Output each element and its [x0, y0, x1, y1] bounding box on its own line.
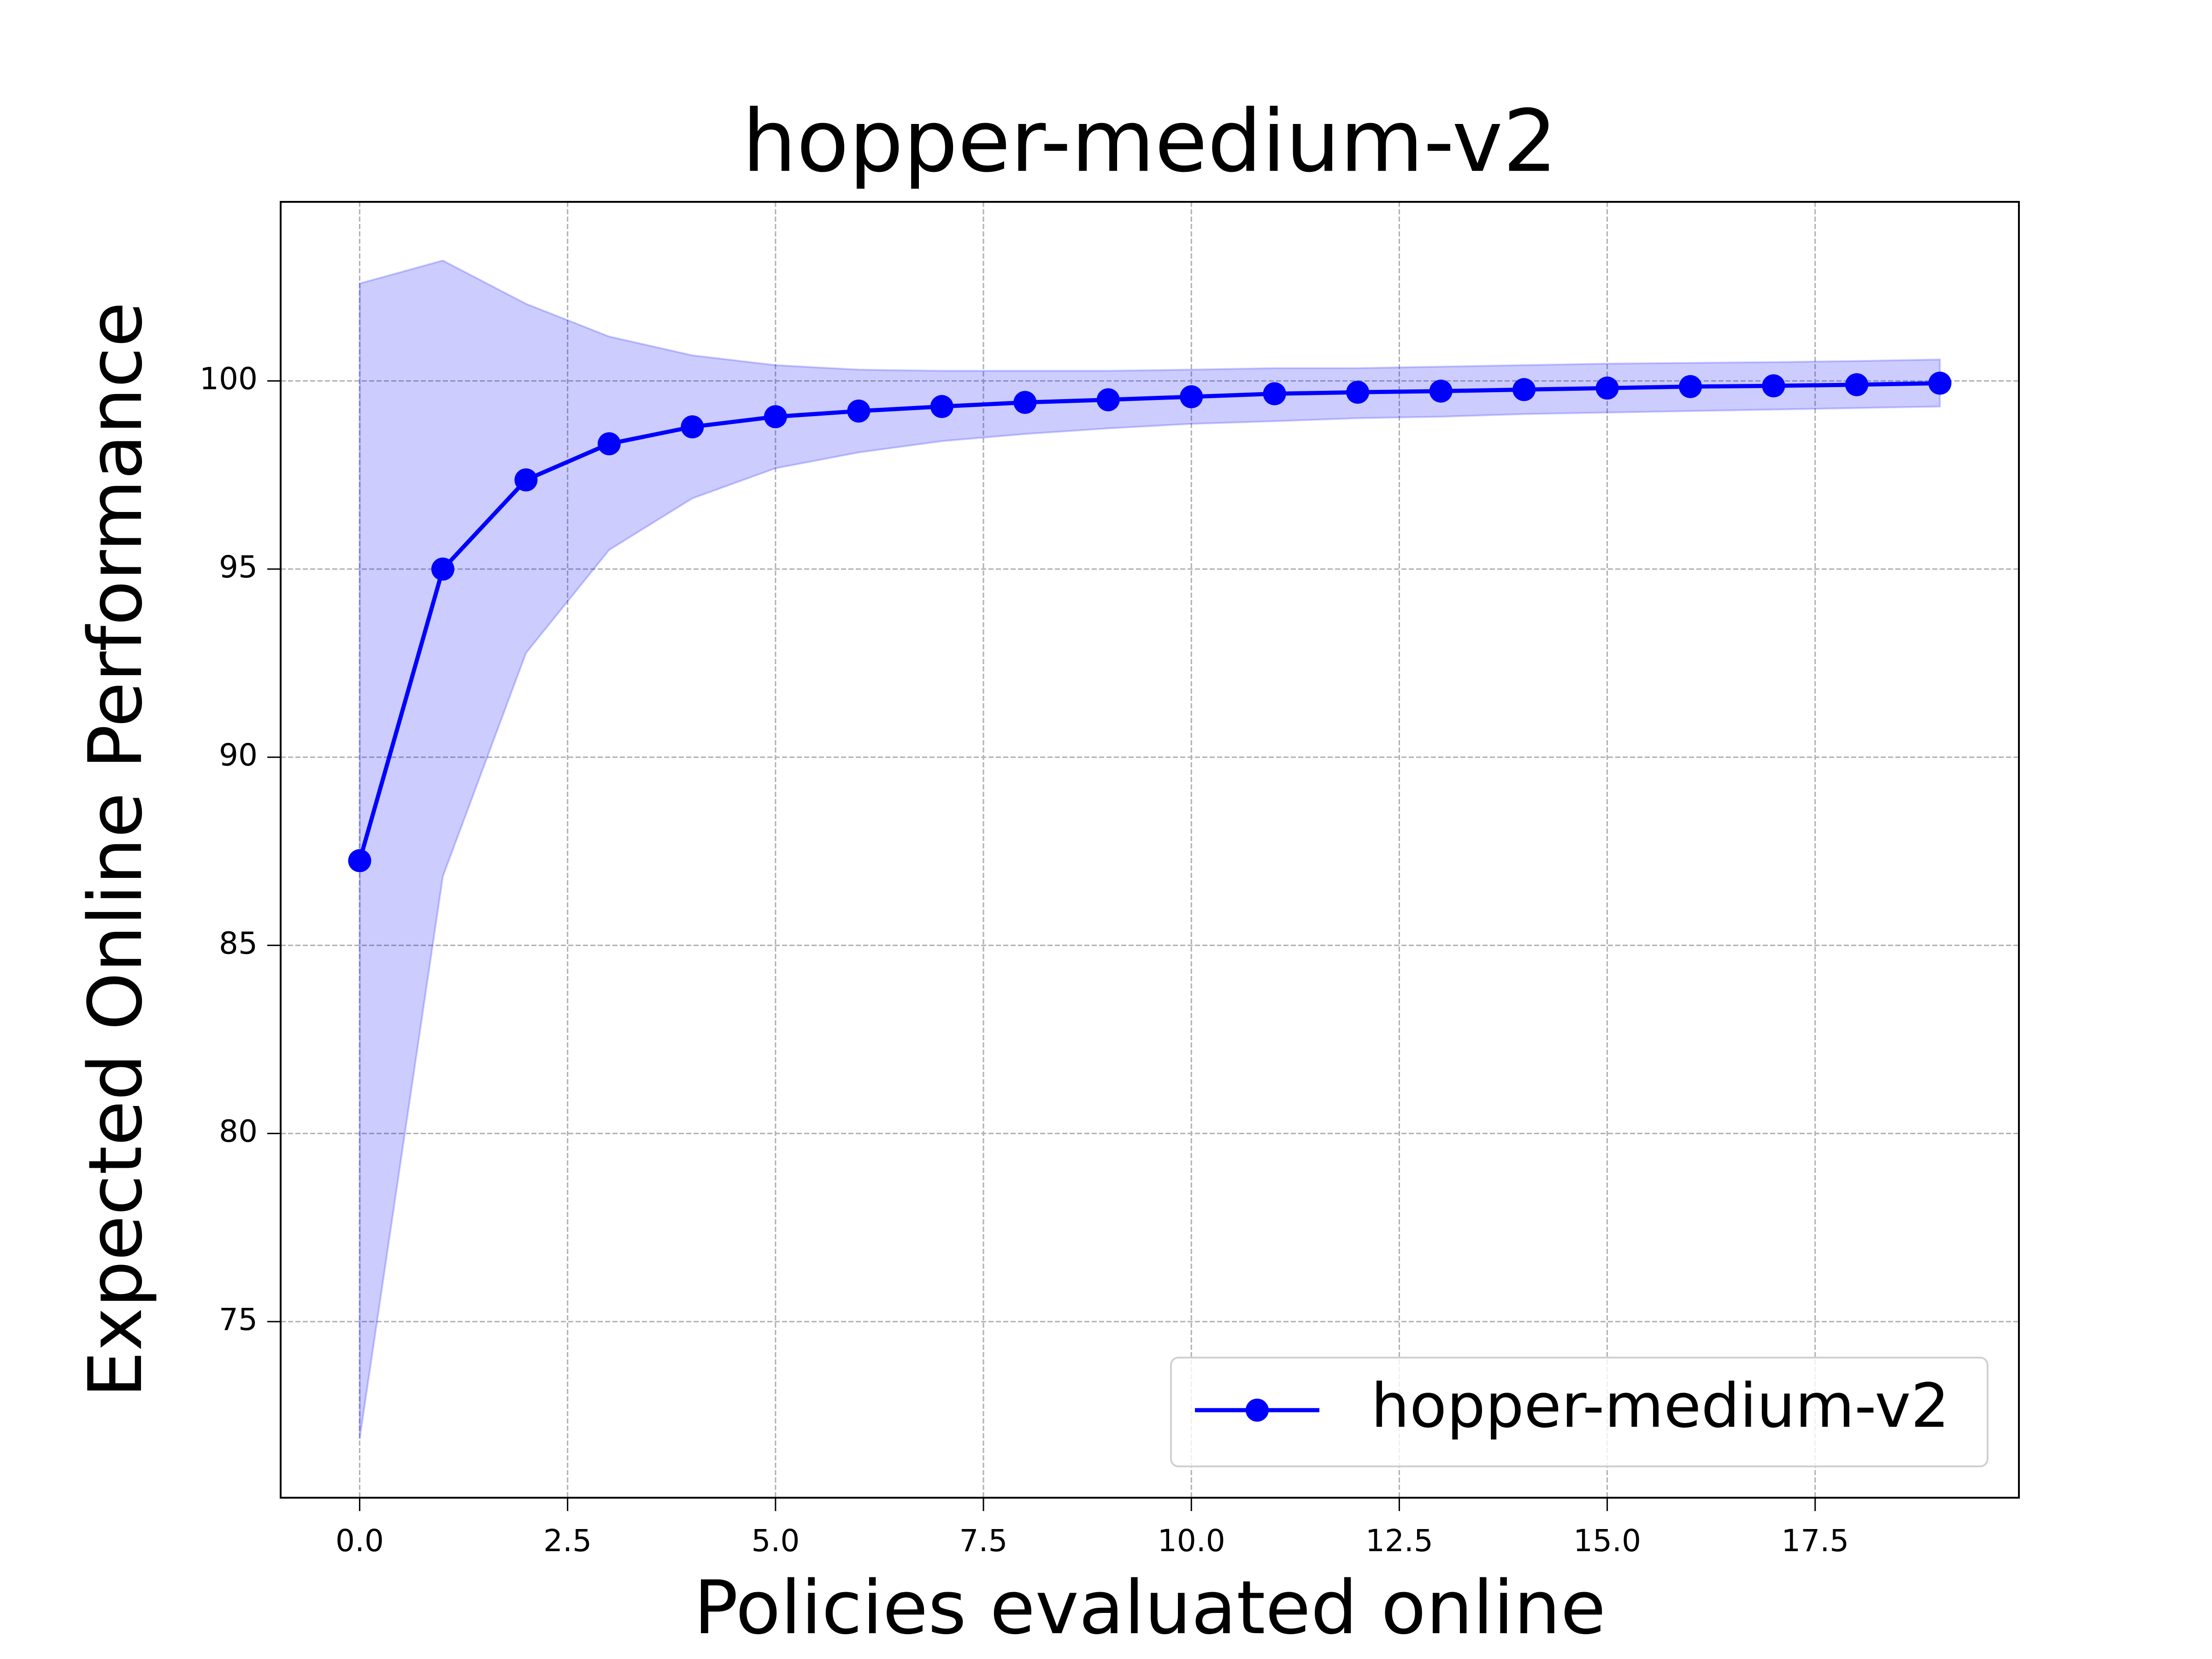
x-tick-label: 12.5 — [1365, 1523, 1433, 1559]
y-tick-label: 90 — [219, 737, 258, 773]
point — [597, 432, 621, 456]
legend-marker — [1246, 1399, 1269, 1422]
point — [1013, 391, 1037, 414]
y-tick-label: 80 — [219, 1114, 258, 1149]
point — [1263, 382, 1286, 406]
legend-label: hopper-medium-v2 — [1371, 1371, 1949, 1441]
x-axis-label: Policies evaluated online — [694, 1565, 1606, 1651]
point — [847, 399, 871, 423]
point — [930, 395, 953, 418]
point — [1679, 375, 1702, 398]
y-tick-label: 75 — [219, 1302, 258, 1337]
confidence-band — [359, 259, 1941, 1439]
point — [681, 415, 704, 439]
legend-box — [1170, 1357, 1988, 1467]
point — [348, 849, 371, 872]
point — [1762, 374, 1785, 398]
point — [764, 405, 787, 429]
chart-title: hopper-medium-v2 — [742, 91, 1558, 191]
point — [1512, 378, 1536, 401]
x-tick-label: 5.0 — [751, 1523, 800, 1559]
point — [1595, 377, 1619, 400]
point — [1928, 371, 1952, 395]
plot-frame — [280, 201, 2020, 1499]
y-axis-label: Expected Online Performance — [72, 302, 159, 1398]
x-tick-label: 17.5 — [1781, 1523, 1849, 1559]
point — [1346, 381, 1370, 404]
x-tick-label: 2.5 — [543, 1523, 592, 1559]
x-tick-label: 0.0 — [335, 1523, 384, 1559]
x-tick-label: 7.5 — [959, 1523, 1008, 1559]
y-tick-label: 85 — [219, 925, 258, 961]
series-line — [358, 381, 1940, 861]
point — [1180, 385, 1203, 408]
y-tick-label: 100 — [200, 361, 258, 397]
point — [1096, 388, 1120, 412]
y-tick-label: 95 — [219, 549, 258, 585]
point — [1429, 379, 1453, 403]
point — [1845, 373, 1869, 396]
point — [431, 557, 454, 581]
x-tick-label: 10.0 — [1158, 1523, 1225, 1559]
point — [514, 468, 538, 492]
x-tick-label: 15.0 — [1573, 1523, 1641, 1559]
